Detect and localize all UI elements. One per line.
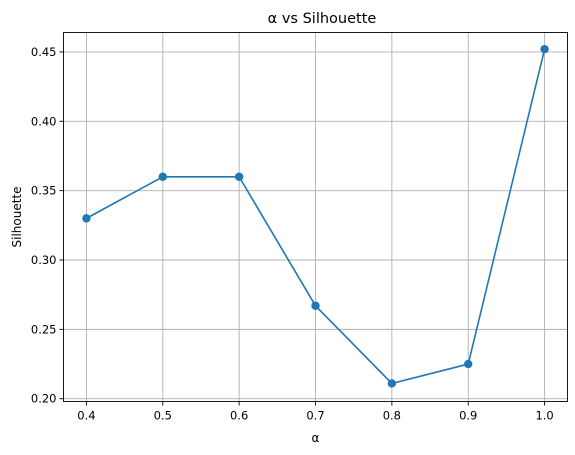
- y-tick-label: 0.40: [31, 114, 57, 128]
- y-tick-label: 0.25: [31, 322, 57, 336]
- x-tick-label: 0.7: [306, 409, 324, 423]
- data-point: [234, 172, 244, 181]
- data-series: [82, 44, 549, 388]
- x-tick-label: 0.8: [383, 409, 401, 423]
- y-tick-label: 0.45: [31, 45, 57, 59]
- y-tick-label: 0.30: [31, 253, 57, 267]
- plot-frame: [63, 32, 568, 402]
- y-axis-label: Silhouette: [10, 186, 24, 247]
- data-point: [540, 44, 549, 54]
- x-tick-label: 0.4: [77, 409, 95, 423]
- x-tick-label: 1.0: [535, 409, 553, 423]
- chart-title: α vs Silhouette: [268, 11, 377, 27]
- y-tick-label: 0.35: [31, 184, 57, 198]
- x-tick-label: 0.9: [459, 409, 477, 423]
- x-tick-label: 0.5: [154, 409, 172, 423]
- data-point: [311, 301, 320, 310]
- y-tick-label: 0.20: [31, 392, 57, 406]
- axis-ticks: 0.4 0.5 0.6 0.7 0.8 0.9 1.0 0.20 0.25 0.30 0.35 0.4…: [31, 45, 554, 423]
- x-tick-label: 0.6: [230, 409, 248, 423]
- data-point: [464, 359, 473, 369]
- data-point: [82, 214, 91, 223]
- data-point: [158, 172, 167, 181]
- data-point: [387, 379, 397, 388]
- x-axis-label: α: [312, 431, 320, 445]
- grid: [63, 32, 568, 402]
